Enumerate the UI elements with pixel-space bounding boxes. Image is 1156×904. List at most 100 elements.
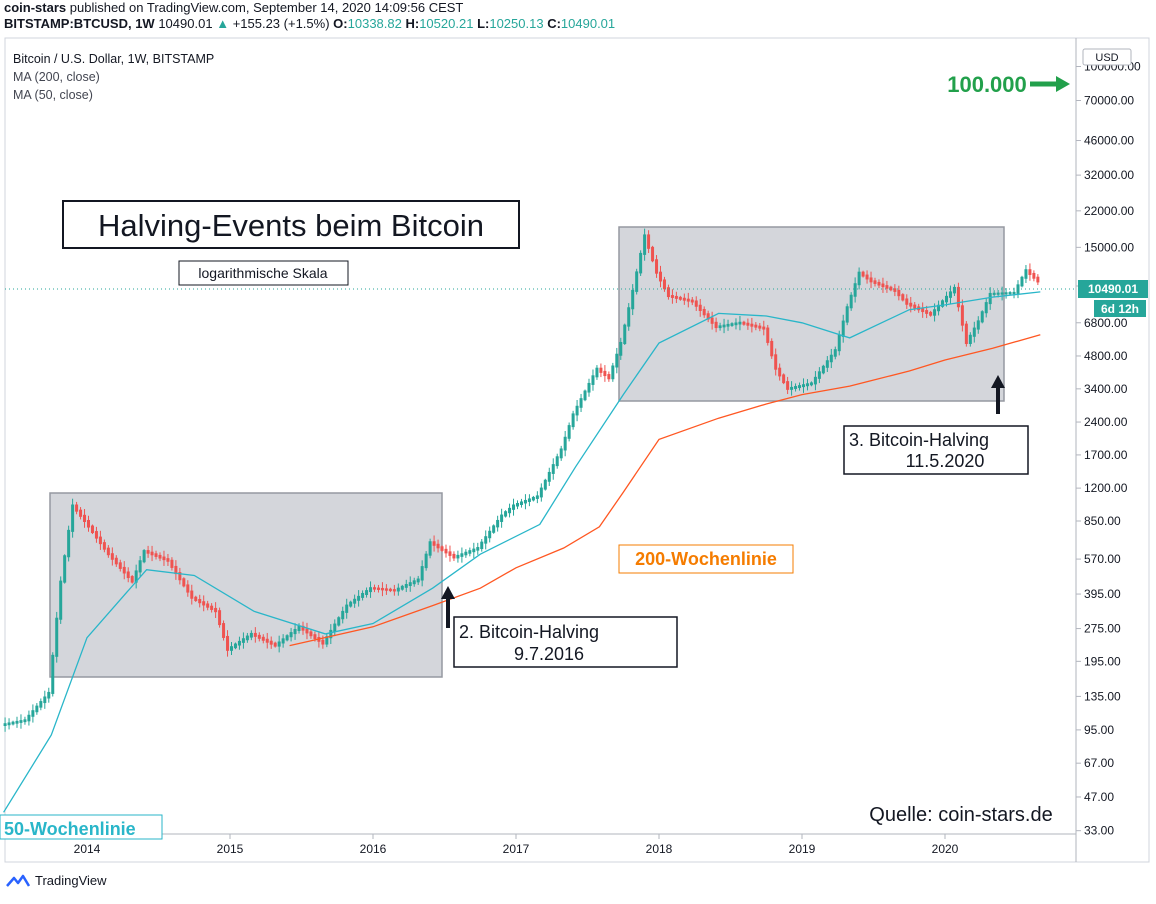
publisher: coin-stars [4,0,67,15]
candle-body [396,587,400,592]
candle-body [110,553,114,560]
y-tick-label: 46000.00 [1084,134,1134,148]
candle-body [690,299,694,303]
candle-body [468,550,472,554]
candle-body [400,585,404,590]
candle-body [353,598,357,604]
scale-note-box [178,260,349,286]
candle-body [79,509,83,517]
ma200-label-box [618,544,794,574]
y-tick-label: 570.00 [1084,552,1121,566]
candle-body [118,562,122,569]
halving3-line1: 3. Bitcoin-Halving [849,430,989,450]
halving2-box [453,616,678,668]
candle-body [881,283,885,288]
candle-body [71,504,75,532]
candle-body [186,584,190,593]
ma50-label-box [0,814,163,840]
candle-body [595,367,599,378]
candle-body [460,553,464,557]
chart-frame [4,37,1150,863]
y-tick-label: 15000.00 [1084,240,1134,254]
candle-body [833,349,837,357]
candle-body [384,588,388,591]
candle-body [206,603,210,608]
candle-body [492,525,496,533]
candle-body [627,307,631,327]
candle-body [214,607,218,613]
candle-body [476,547,480,551]
candle-body [933,309,937,316]
candle-body [87,519,90,528]
candle-body [563,436,567,451]
halving2-line2: 9.7.2016 [514,644,584,664]
y-tick-label: 1200.00 [1084,481,1128,495]
countdown-tag-text: 6d 12h [1101,302,1139,316]
candle-body [265,638,269,643]
candle-body [202,601,206,606]
candle-body [1008,292,1012,295]
candle-body [428,541,432,556]
candle-body [162,556,166,561]
candle-body [722,324,726,328]
candle-body [571,413,575,428]
candle-body [456,554,460,559]
high-value: 10520.21 [419,16,474,31]
candle-body [376,587,380,590]
candle-body [794,386,798,389]
candle-body [345,604,349,613]
candle-body [527,498,531,502]
candle-body [83,514,87,522]
candle-body [829,354,833,363]
candle-body [802,384,805,388]
legend-title: Bitcoin / U.S. Dollar, 1W, BITSTAMP [13,52,215,66]
ma50-line [3,291,1041,813]
close-value: 10490.01 [560,16,616,31]
y-tick-label: 2400.00 [1084,415,1128,429]
candle-body [539,487,543,498]
candle-body [615,353,619,368]
published-text: published on TradingView.com, September … [66,0,464,15]
candle-body [230,646,233,651]
candle-body [674,295,678,299]
candle-body [857,271,861,286]
candle-body [357,595,361,601]
candle-body [742,321,746,325]
candle-body [734,322,738,326]
candle-body [63,555,67,583]
candle-body [15,720,19,724]
halving2-line1: 2. Bitcoin-Halving [459,622,599,642]
y-tick-label: 4800.00 [1084,349,1128,363]
candle-body [1028,269,1032,275]
candle-body [889,286,893,291]
candle-body [448,551,452,556]
candle-body [841,320,845,337]
candle-body [897,289,901,297]
y-tick-label: 1700.00 [1084,448,1128,462]
candle-body [591,375,595,385]
low-label: L: [477,16,490,31]
candle-body [325,636,329,645]
candle-body [281,638,285,644]
candle-body [929,311,933,316]
candle-body [424,553,428,569]
candle-body [23,719,27,723]
candle-body [730,323,734,326]
candle-body [301,625,305,631]
y-tick-label: 70000.00 [1084,94,1134,108]
candle-body [198,598,202,604]
up-arrow-icon: ▲ [216,16,230,31]
candle-body [369,587,373,593]
candle-body [114,557,118,565]
candle-body [488,530,492,539]
candle-body [960,305,964,326]
candle-body [925,310,929,314]
candle-body [809,382,813,386]
candle-body [170,559,174,568]
x-tick-label: 2015 [217,842,244,856]
candle-body [758,325,762,329]
candle-body [655,259,659,274]
candle-body [365,590,369,595]
